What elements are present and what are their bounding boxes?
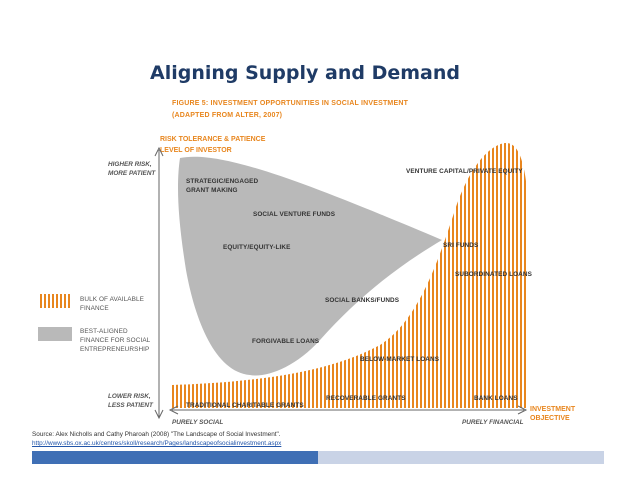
y-axis-title-line-2: LEVEL OF INVESTOR: [160, 147, 232, 154]
x-axis-title: INVESTMENT OBJECTIVE: [530, 405, 575, 423]
label-sri-funds: SRI FUNDS: [443, 242, 479, 249]
label-subordinated-loans: SUBORDINATED LOANS: [455, 271, 532, 278]
legend-bulk-line-2: FINANCE: [80, 305, 109, 312]
label-social-venture-funds: SOCIAL VENTURE FUNDS: [253, 211, 336, 218]
y-top-label-line-1: HIGHER RISK,: [108, 161, 152, 168]
legend-aligned-line-2: FINANCE FOR SOCIAL: [80, 337, 151, 344]
label-bank-loans: BANK LOANS: [474, 395, 518, 402]
source-note: Source: Alex Nicholls and Cathy Pharoah …: [32, 430, 281, 448]
legend-swatch-bulk: [38, 294, 72, 308]
figure-caption-line-1: FIGURE 5: INVESTMENT OPPORTUNITIES IN SO…: [172, 100, 409, 107]
label-equity: EQUITY/EQUITY-LIKE: [223, 244, 291, 251]
y-axis-arrow-top: [154, 146, 164, 157]
y-top-label-line-2: MORE PATIENT: [108, 170, 156, 177]
source-citation: Source: Alex Nicholls and Cathy Pharoah …: [32, 431, 281, 438]
figure-caption: FIGURE 5: INVESTMENT OPPORTUNITIES IN SO…: [172, 98, 408, 122]
y-axis-title: RISK TOLERANCE & PATIENCE LEVEL OF INVES…: [160, 134, 265, 156]
x-right-label: PURELY FINANCIAL: [462, 419, 524, 426]
x-axis-title-line-1: INVESTMENT: [530, 406, 576, 413]
y-axis-title-line-1: RISK TOLERANCE & PATIENCE: [160, 136, 266, 143]
label-strategic-grant: STRATEGIC/ENGAGED GRANT MAKING: [186, 177, 258, 195]
legend-swatch-aligned: [38, 327, 72, 341]
x-axis-arrow-left: [168, 405, 179, 415]
label-venture-capital: VENTURE CAPITAL/PRIVATE EQUITY: [406, 168, 523, 175]
slide-title: Aligning Supply and Demand: [149, 62, 460, 84]
label-below-market-loans: BELOW-MARKET LOANS: [360, 356, 440, 363]
y-bottom-label-line-1: LOWER RISK,: [108, 393, 151, 400]
footer-bar-dark: [32, 451, 318, 464]
label-traditional-grants: TRADITIONAL CHARITABLE GRANTS: [186, 402, 304, 409]
y-bottom-label-line-2: LESS PATIENT: [108, 402, 153, 409]
y-bottom-label: LOWER RISK, LESS PATIENT: [108, 392, 153, 410]
legend-bulk-label: BULK OF AVAILABLE FINANCE: [80, 295, 144, 313]
source-link-line: http://www.sbs.ox.ac.uk/centres/skoll/re…: [32, 439, 281, 448]
figure-caption-line-2: (ADAPTED FROM ALTER, 2007): [172, 112, 283, 119]
best-aligned-region: [178, 156, 442, 376]
legend-aligned-label: BEST-ALIGNED FINANCE FOR SOCIAL ENTREPRE…: [80, 327, 150, 354]
legend-aligned-line-1: BEST-ALIGNED: [80, 328, 128, 335]
x-axis-arrow-right: [517, 405, 528, 415]
x-left-label: PURELY SOCIAL: [172, 419, 224, 426]
y-axis-arrow-bottom: [154, 409, 164, 420]
legend-aligned-line-3: ENTREPRENEURSHIP: [80, 346, 150, 353]
label-recoverable-grants: RECOVERABLE GRANTS: [326, 395, 406, 402]
label-social-banks: SOCIAL BANKS/FUNDS: [325, 297, 400, 304]
bulk-finance-area: [172, 142, 528, 409]
source-link[interactable]: http://www.sbs.ox.ac.uk/centres/skoll/re…: [32, 440, 282, 447]
legend-bulk-line-1: BULK OF AVAILABLE: [80, 296, 144, 303]
label-forgivable-loans: FORGIVABLE LOANS: [252, 338, 320, 345]
footer-bar-light: [318, 451, 604, 464]
label-strategic-line-2: GRANT MAKING: [186, 187, 238, 194]
x-axis-title-line-2: OBJECTIVE: [530, 415, 570, 422]
y-top-label: HIGHER RISK, MORE PATIENT: [108, 160, 155, 178]
label-strategic-line-1: STRATEGIC/ENGAGED: [186, 178, 259, 185]
